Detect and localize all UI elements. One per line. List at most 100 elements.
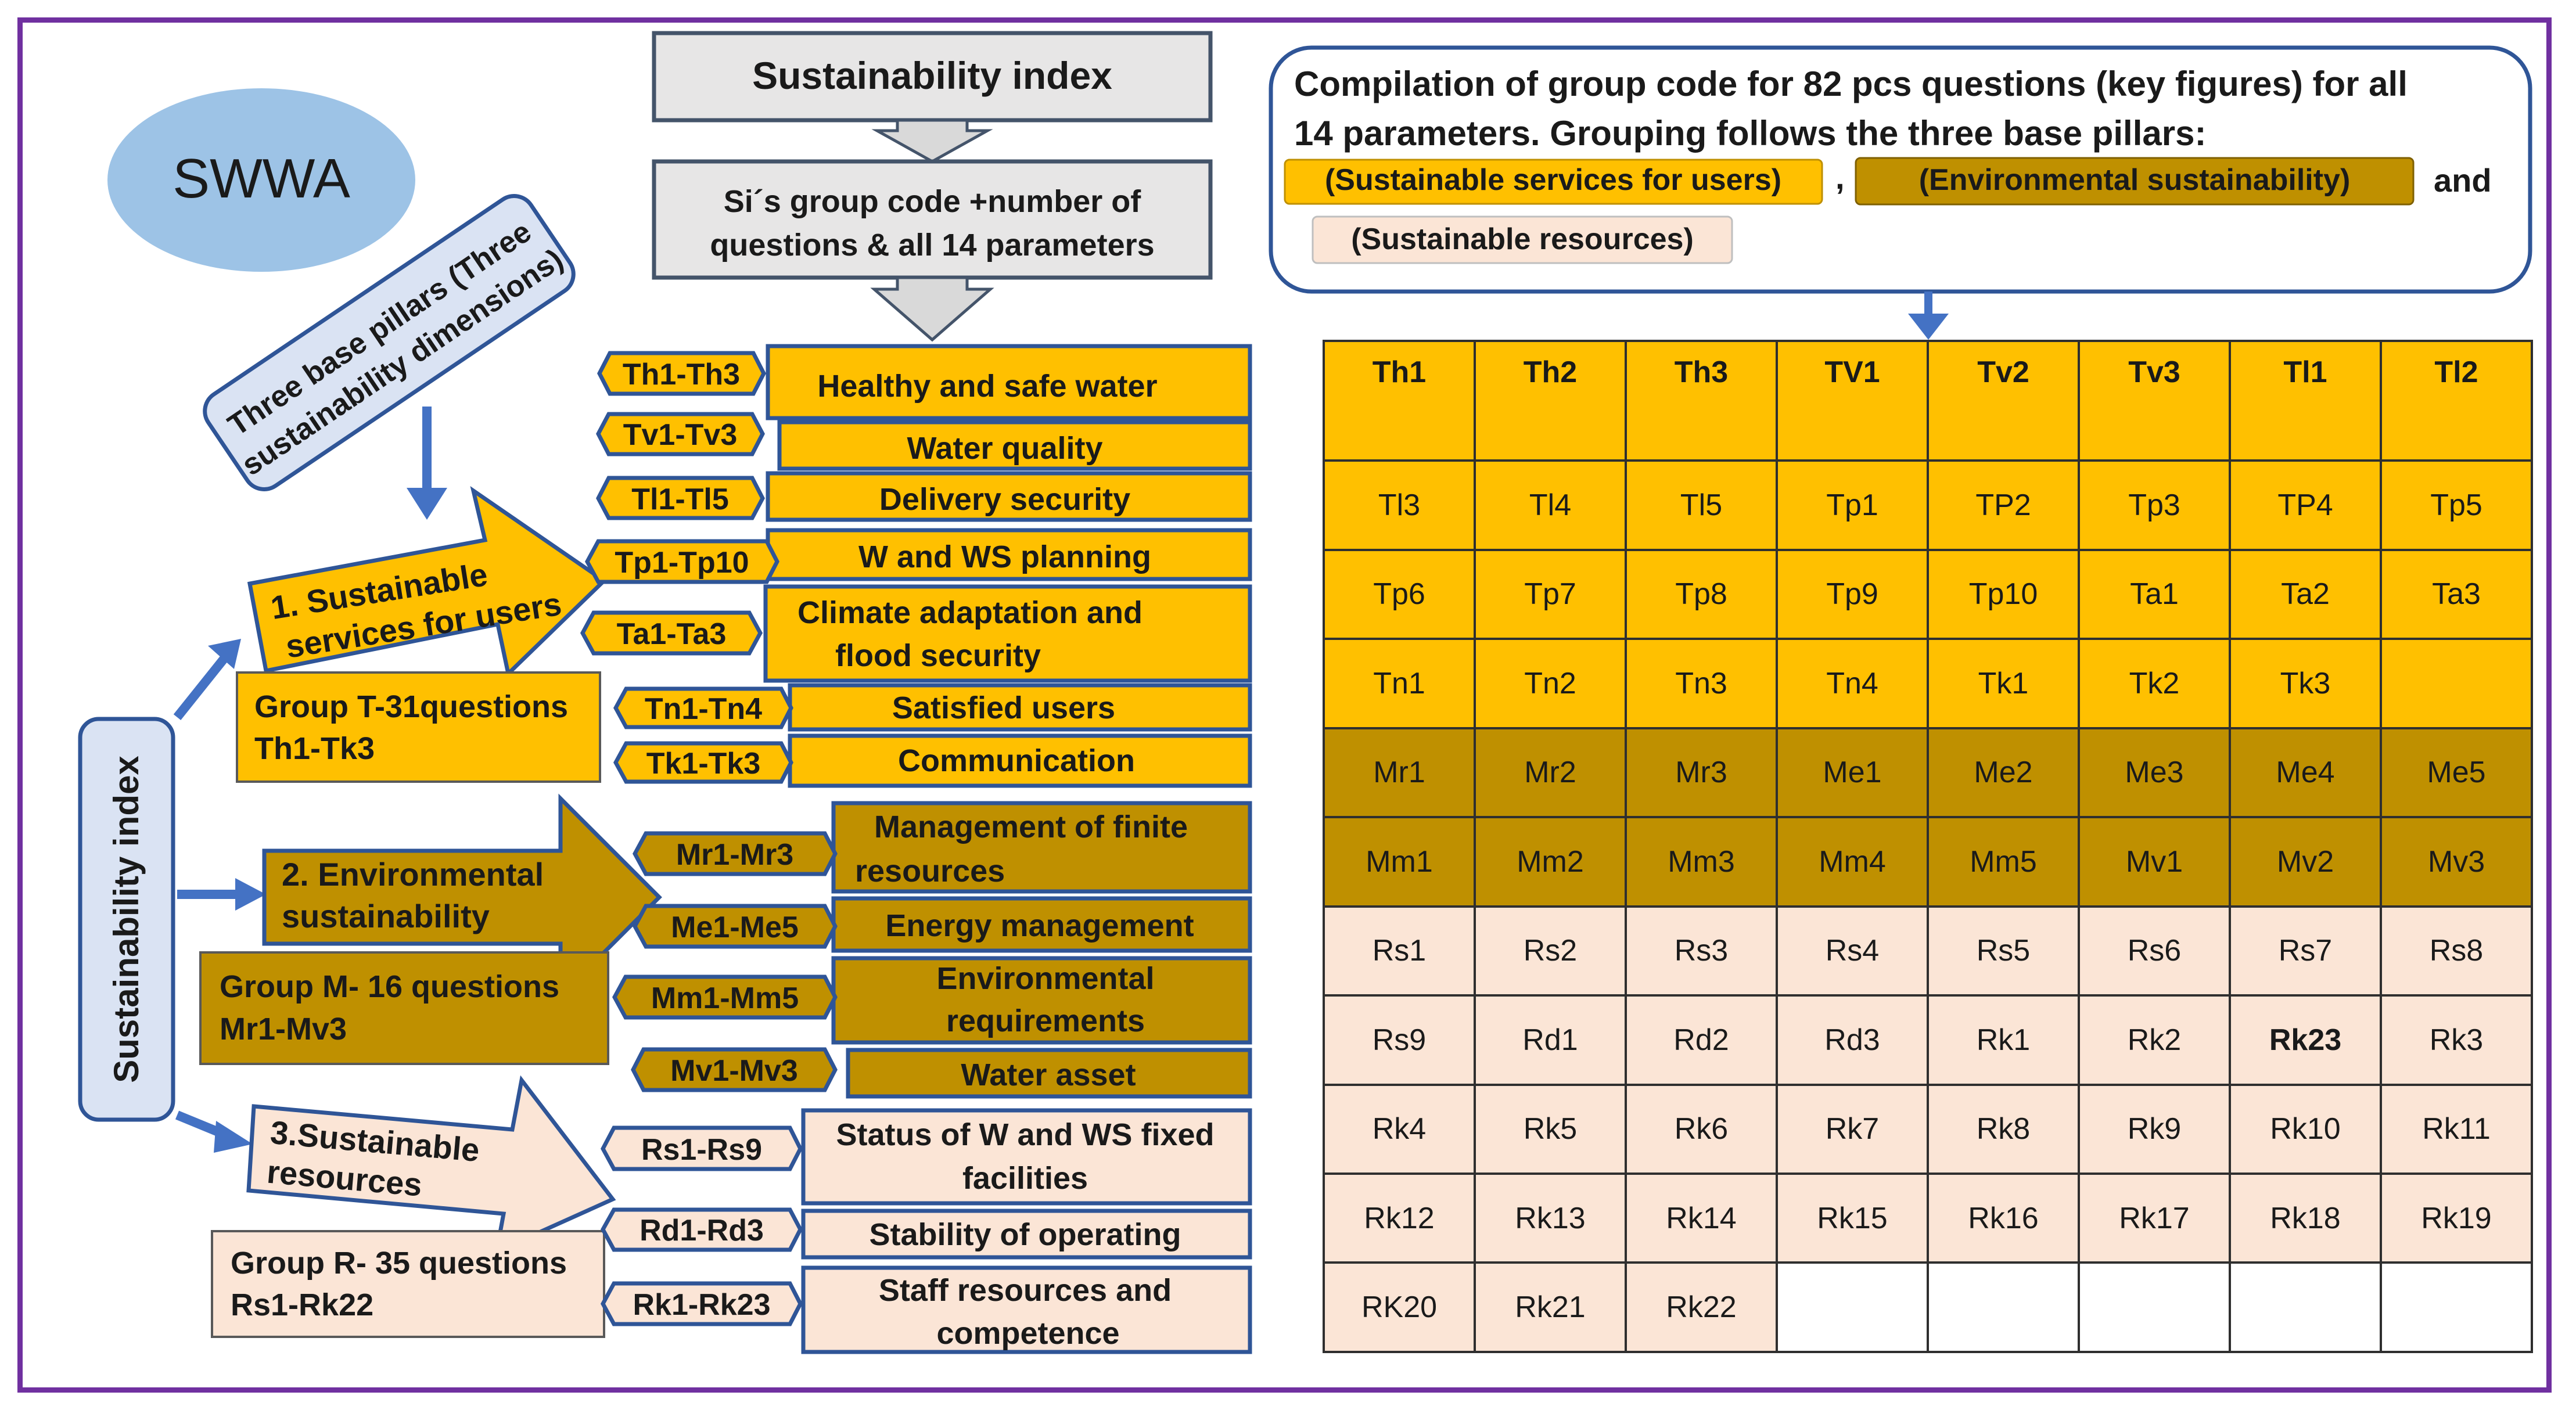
grid-cell: Rk5	[1474, 1083, 1627, 1175]
param-code-tag	[601, 1207, 803, 1252]
grid-cell: Rk10	[2229, 1083, 2382, 1175]
grid-cell: Tv3	[2078, 339, 2231, 462]
grid-cell	[1776, 1261, 1929, 1353]
grid-row: Mr1 Mr2 Mr3 Me1 Me2 Me3 Me4 Me5	[1323, 727, 2533, 819]
grid-cell: Mm2	[1474, 816, 1627, 908]
grid-cell: Rk6	[1625, 1083, 1778, 1175]
grid-cell: Rk19	[2380, 1172, 2533, 1264]
param-code: Me1-Me5	[671, 911, 799, 944]
grid-cell: Tn4	[1776, 638, 1929, 729]
grid-row: Th1 Th2 Th3 TV1 Tv2 Tv3 Tl1 Tl2	[1323, 339, 2533, 462]
param-label-box	[801, 1265, 1252, 1354]
param-code: Th1-Th3	[623, 358, 740, 391]
grid-cell: Th1	[1323, 339, 1476, 462]
grid-cell: Tp9	[1776, 548, 1929, 641]
pillar2-connector-head	[235, 878, 266, 911]
grid-cell: Rk9	[2078, 1083, 2231, 1175]
grid-cell: Rs6	[2078, 905, 2231, 997]
param-code-tag	[633, 904, 838, 949]
grid-cell: Tn2	[1474, 638, 1627, 729]
grid-cell: Tp8	[1625, 548, 1778, 641]
grid-cell: Me3	[2078, 727, 2231, 819]
param-label: Energy management	[885, 908, 1194, 943]
param-label: Water asset	[961, 1058, 1136, 1092]
param-code: Tv1-Tv3	[623, 418, 738, 452]
grid-cell: Tl1	[2229, 339, 2382, 462]
param-label: flood security	[835, 638, 1041, 673]
grid-cell: Mm1	[1323, 816, 1476, 908]
grid-cell: Rk14	[1625, 1172, 1778, 1264]
chip-users-label: (Sustainable services for users)	[1325, 163, 1781, 197]
param-code: Rk1-Rk23	[633, 1288, 770, 1322]
param-code: Rs1-Rs9	[641, 1133, 762, 1167]
param-label-box	[831, 896, 1252, 953]
parameter-code-grid: Th1 Th2 Th3 TV1 Tv2 Tv3 Tl1 Tl2 Tl3 Tl4 Tl5 Tp1 TP2 T…	[1323, 339, 2533, 1353]
grid-cell: Tp1	[1776, 459, 1929, 551]
chip-environment-label: (Environmental sustainability)	[1919, 163, 2351, 197]
grid-cell: Ta1	[2078, 548, 2231, 641]
param-label-box	[766, 471, 1252, 522]
param-code-tag	[580, 610, 763, 656]
grid-cell: Rk16	[1927, 1172, 2080, 1264]
grid-cell: TP2	[1927, 459, 2080, 551]
grid-cell: Mr3	[1625, 727, 1778, 819]
grid-cell: Mv2	[2229, 816, 2382, 908]
param-label: resources	[855, 854, 1005, 889]
param-code-tag	[585, 539, 779, 584]
grid-cell	[2078, 1261, 2231, 1353]
grid-cell: Tl3	[1323, 459, 1476, 551]
grid-cell: Tv2	[1927, 339, 2080, 462]
grid-cell: Rs4	[1776, 905, 1929, 997]
grid-row: Rs9 Rd1 Rd2 Rd3 Rk1 Rk2 Rk23 Rk3	[1323, 994, 2533, 1086]
param-label: Delivery security	[879, 482, 1130, 517]
grid-cell: Rs3	[1625, 905, 1778, 997]
grid-cell: Rs5	[1927, 905, 2080, 997]
header-subtitle-box	[652, 159, 1213, 280]
grid-cell: Tp10	[1927, 548, 2080, 641]
grid-cell: Ta2	[2229, 548, 2382, 641]
grid-cell: Rk17	[2078, 1172, 2231, 1264]
grid-cell: Rk18	[2229, 1172, 2382, 1264]
chip-users	[1284, 159, 1823, 205]
pillar2-title-line2: sustainability	[282, 898, 490, 934]
grid-cell: Rk8	[1927, 1083, 2080, 1175]
grid-row: Rs1 Rs2 Rs3 Rs4 Rs5 Rs6 Rs7 Rs8	[1323, 905, 2533, 997]
pillar2-title-line1: 2. Environmental	[282, 856, 544, 893]
grid-cell: TV1	[1776, 339, 1929, 462]
grid-cell: Rk13	[1474, 1172, 1627, 1264]
grid-cell: Th2	[1474, 339, 1627, 462]
grid-cell: Ta3	[2380, 548, 2533, 641]
param-code: Ta1-Ta3	[617, 617, 727, 651]
pillar3-group-line2: Rs1-Rk22	[231, 1287, 373, 1322]
grid-cell: Me1	[1776, 727, 1929, 819]
param-label: competence	[936, 1316, 1119, 1351]
grid-cell: Mm4	[1776, 816, 1929, 908]
vertical-index-box	[78, 717, 175, 1122]
pillar3-arrow	[246, 1075, 616, 1255]
grid-cell: Rk3	[2380, 994, 2533, 1086]
param-label: Status of W and WS fixed	[836, 1117, 1214, 1152]
grid-cell: RK20	[1323, 1261, 1476, 1353]
param-code: Tn1-Tn4	[645, 692, 762, 726]
grid-cell: Rs2	[1474, 905, 1627, 997]
param-label: Communication	[898, 743, 1135, 778]
grid-cell: Tl2	[2380, 339, 2533, 462]
param-code: Tk1-Tk3	[646, 747, 761, 781]
chip-environment	[1855, 157, 2415, 206]
param-code: Mm1-Mm5	[651, 981, 799, 1015]
param-label: W and WS planning	[858, 540, 1151, 574]
grid-cell: Rk11	[2380, 1083, 2533, 1175]
param-code-tag	[596, 476, 765, 520]
grid-cell: Rs1	[1323, 905, 1476, 997]
grid-cell: Tp3	[2078, 459, 2231, 551]
outer-frame	[17, 17, 2552, 1393]
parameter-rows: Th1-Th3 Healthy and safe water Tv1-Tv3 W…	[580, 344, 1252, 1354]
pillar3-group-line1: Group R- 35 questions	[231, 1246, 567, 1281]
param-code-tag	[613, 686, 793, 729]
pillar1-group-line2: Th1-Tk3	[254, 731, 375, 766]
param-label: Staff resources and	[879, 1273, 1172, 1308]
param-label: Management of finite	[874, 810, 1188, 844]
param-code: Tl1-Tl5	[631, 483, 729, 516]
param-code-tag	[601, 1125, 803, 1171]
